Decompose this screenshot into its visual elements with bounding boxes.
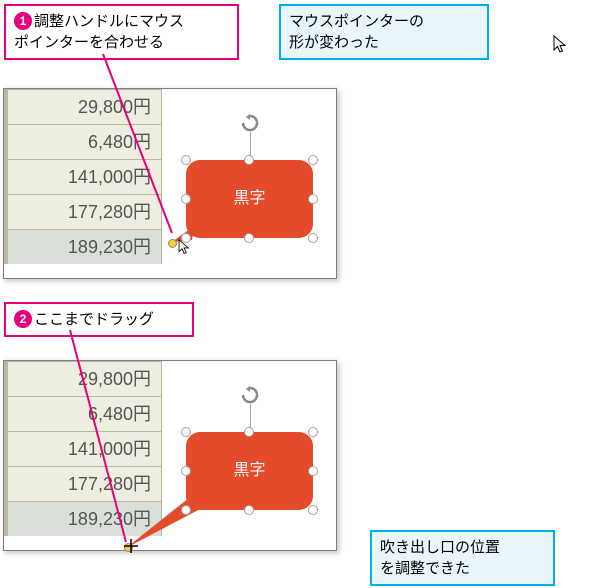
resize-handle[interactable] <box>244 505 254 515</box>
resize-handle[interactable] <box>181 194 191 204</box>
resize-handle[interactable] <box>244 427 254 437</box>
resize-handle[interactable] <box>308 233 318 243</box>
table-row: 141,000円 <box>4 159 161 194</box>
note1-callout: マウスポインターの 形が変わった <box>279 4 489 60</box>
resize-handle[interactable] <box>308 427 318 437</box>
note2-callout: 吹き出し口の位置 を調整できた <box>370 530 555 586</box>
note1-line1: マウスポインターの <box>289 13 424 30</box>
table-row: 141,000円 <box>4 431 161 466</box>
shape-label: 黒字 <box>233 462 265 479</box>
step1-callout: 1調整ハンドルにマウス ポインターを合わせる <box>4 4 239 60</box>
table-row: 29,800円 <box>4 361 161 396</box>
speech-bubble-shape[interactable]: 黒字 <box>186 160 313 238</box>
panel-1: 29,800円 6,480円 141,000円 177,280円 189,230… <box>3 88 337 279</box>
resize-handle[interactable] <box>308 194 318 204</box>
table-row: 177,280円 <box>4 194 161 229</box>
step2-text: ここまでドラッグ <box>34 311 154 328</box>
adjustment-handle[interactable] <box>168 239 177 248</box>
resize-handle[interactable] <box>244 233 254 243</box>
resize-handle[interactable] <box>181 155 191 165</box>
note2-line1: 吹き出し口の位置 <box>380 539 500 556</box>
speech-bubble-shape[interactable]: 黒字 <box>186 432 313 510</box>
resize-handle[interactable] <box>308 505 318 515</box>
panel-2: 29,800円 6,480円 141,000円 177,280円 189,230… <box>3 360 337 551</box>
shape-label: 黒字 <box>233 190 265 207</box>
step2-callout: 2ここまでドラッグ <box>4 302 194 337</box>
step1-line1: 調整ハンドルにマウス <box>34 13 184 30</box>
resize-handle[interactable] <box>244 155 254 165</box>
resize-handle[interactable] <box>308 155 318 165</box>
step1-badge: 1 <box>14 12 32 30</box>
resize-handle[interactable] <box>181 233 191 243</box>
pointer-cursor-icon <box>553 35 569 55</box>
step1-line2: ポインターを合わせる <box>14 34 164 51</box>
rotation-handle-icon[interactable] <box>241 386 259 404</box>
step2-badge: 2 <box>14 310 32 328</box>
resize-handle[interactable] <box>181 466 191 476</box>
table-row: 29,800円 <box>4 89 161 124</box>
resize-handle[interactable] <box>181 505 191 515</box>
table-row: 189,230円 <box>4 229 161 264</box>
table-row: 6,480円 <box>4 124 161 159</box>
crosshair-cursor-icon <box>124 539 138 553</box>
table-row: 6,480円 <box>4 396 161 431</box>
table-1: 29,800円 6,480円 141,000円 177,280円 189,230… <box>4 89 162 264</box>
rotation-handle-icon[interactable] <box>241 114 259 132</box>
resize-handle[interactable] <box>181 427 191 437</box>
note1-line2: 形が変わった <box>289 34 379 51</box>
note2-line2: を調整できた <box>380 560 470 577</box>
resize-handle[interactable] <box>308 466 318 476</box>
